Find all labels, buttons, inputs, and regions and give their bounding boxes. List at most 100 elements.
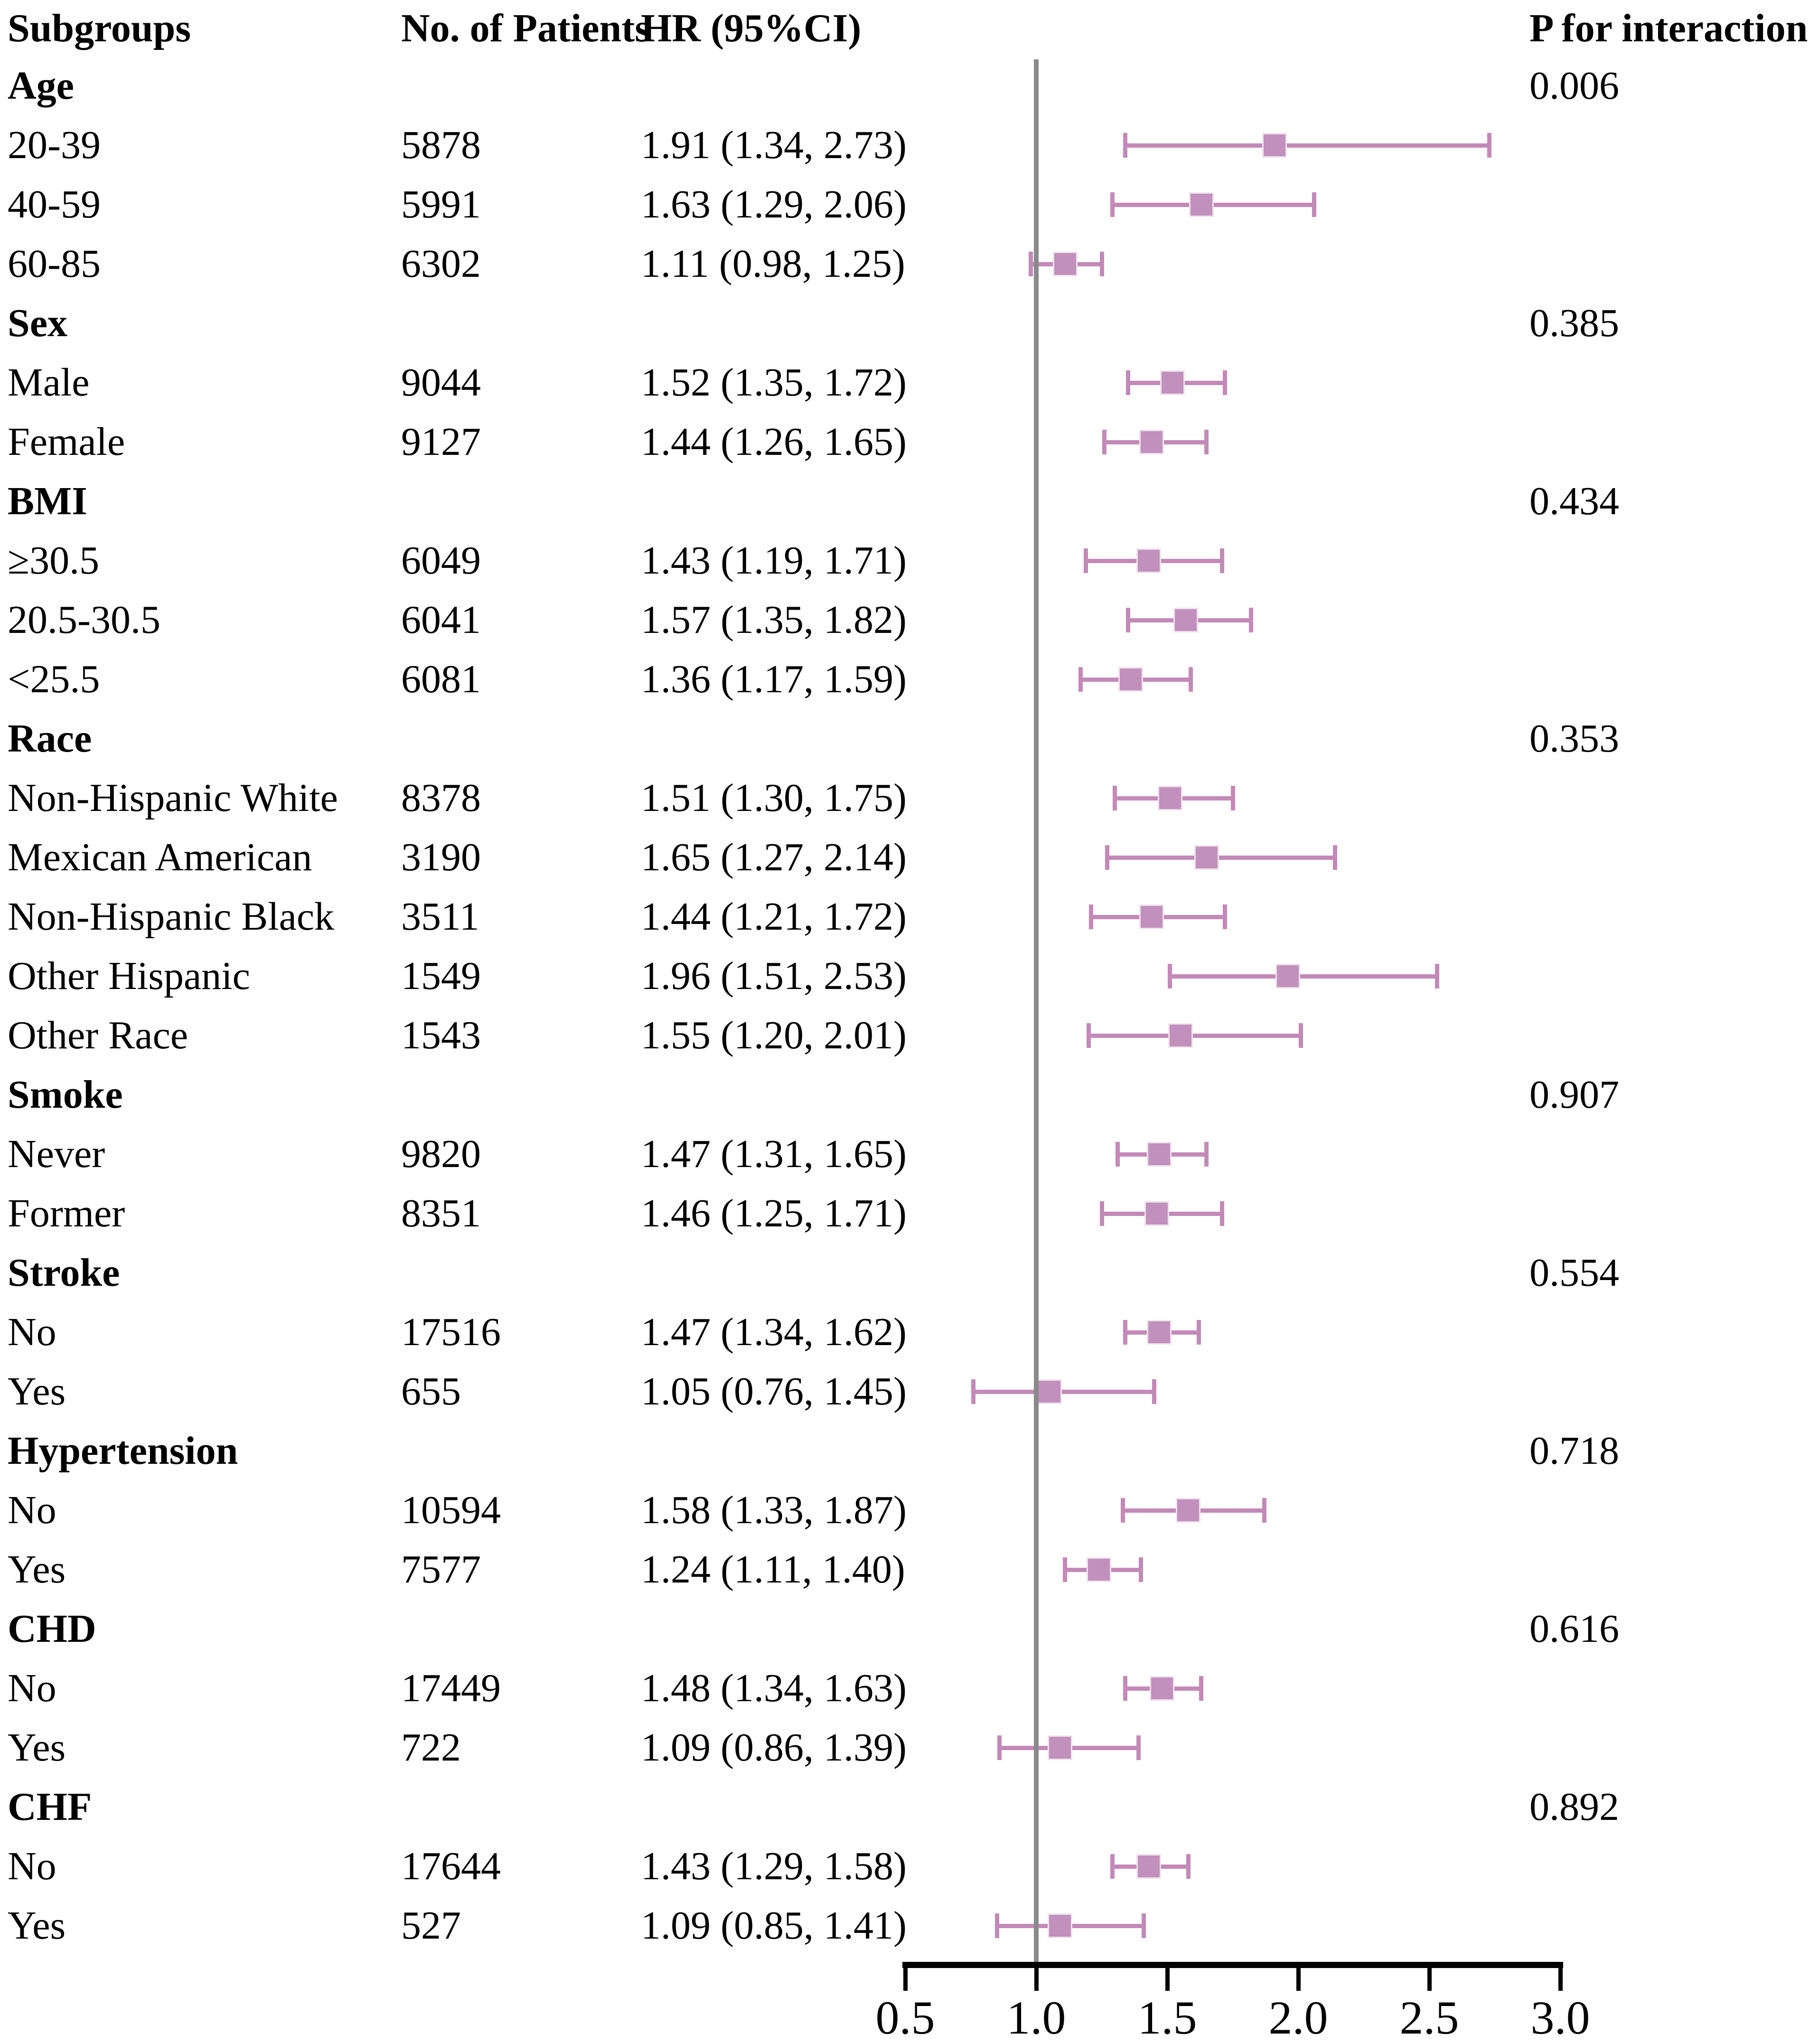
patient-count: 6081	[401, 657, 481, 701]
ci-marker	[1160, 370, 1185, 395]
patient-count: 17449	[401, 1666, 501, 1710]
patient-count: 9044	[401, 360, 481, 405]
hr-ci-text: 1.44 (1.26, 1.65)	[641, 420, 907, 464]
ci-cap-left	[1123, 1320, 1128, 1345]
ci-line	[1170, 974, 1437, 979]
p-interaction-value: 0.385	[1529, 301, 1619, 345]
ci-cap-right	[1230, 786, 1235, 810]
subgroup-label: Never	[8, 1132, 105, 1176]
group-label: Race	[8, 716, 92, 761]
hr-ci-text: 1.51 (1.30, 1.75)	[641, 776, 907, 820]
patient-count: 527	[401, 1903, 461, 1948]
ci-cap-left	[994, 1913, 999, 1938]
ci-cap-left	[1063, 1557, 1068, 1582]
ci-cap-right	[1220, 1201, 1225, 1226]
patient-count: 5991	[401, 182, 481, 226]
subgroup-label: 20.5-30.5	[8, 598, 160, 642]
ci-cap-left	[1113, 786, 1117, 810]
ci-cap-left	[1125, 370, 1130, 395]
subgroup-label: ≥30.5	[8, 538, 100, 583]
ci-marker	[1037, 1379, 1062, 1404]
x-axis-tick-label: 2.0	[1268, 1991, 1328, 2044]
patient-count: 3190	[401, 835, 481, 879]
subgroup-label: Former	[8, 1191, 125, 1235]
ci-cap-left	[1084, 548, 1088, 573]
hr-ci-text: 1.46 (1.25, 1.71)	[641, 1191, 907, 1235]
ci-cap-right	[1220, 548, 1225, 573]
subgroup-label: Other Hispanic	[8, 954, 250, 998]
x-axis-tick	[1296, 1968, 1301, 1991]
ci-marker	[1157, 786, 1182, 810]
ci-marker	[1139, 430, 1164, 454]
ci-cap-right	[1204, 430, 1209, 454]
subgroup-label: No	[8, 1666, 56, 1710]
ci-cap-right	[1487, 133, 1492, 158]
ci-marker	[1136, 548, 1162, 573]
ci-cap-left	[1110, 1854, 1115, 1879]
ci-marker	[1176, 1498, 1201, 1523]
ci-cap-right	[1312, 192, 1316, 217]
ci-cap-right	[1204, 1142, 1209, 1167]
patient-count: 3511	[401, 895, 479, 939]
ci-cap-right	[1186, 1854, 1191, 1879]
hr-ci-text: 1.63 (1.29, 2.06)	[641, 182, 907, 226]
ci-cap-left	[997, 1735, 1002, 1760]
hr-ci-text: 1.57 (1.35, 1.82)	[641, 598, 907, 642]
ci-marker	[1147, 1142, 1172, 1167]
ci-cap-left	[1029, 252, 1033, 276]
ci-cap-left	[1099, 1201, 1104, 1226]
ci-marker	[1262, 133, 1287, 158]
patient-count: 6302	[401, 242, 481, 286]
ci-line	[1125, 143, 1490, 148]
ci-cap-right	[1222, 370, 1227, 395]
x-axis-tick-label: 1.5	[1137, 1991, 1197, 2044]
ci-marker	[1194, 845, 1219, 870]
patient-count: 5878	[401, 123, 481, 167]
subgroup-label: Male	[8, 360, 90, 405]
subgroup-label: 20-39	[8, 123, 101, 167]
patient-count: 17516	[401, 1310, 501, 1354]
group-label: BMI	[8, 479, 87, 523]
patient-count: 9127	[401, 420, 481, 464]
patient-count: 7577	[401, 1547, 481, 1592]
ci-marker	[1144, 1201, 1169, 1226]
x-axis-tick	[1558, 1968, 1563, 1991]
patient-count: 655	[401, 1369, 461, 1413]
patient-count: 722	[401, 1725, 461, 1770]
x-axis-tick	[1165, 1968, 1170, 1991]
hr-ci-text: 1.55 (1.20, 2.01)	[641, 1013, 907, 1057]
patient-count: 6049	[401, 538, 481, 583]
subgroup-label: Female	[8, 420, 125, 464]
column-header-hr: HR (95%CI)	[641, 6, 862, 50]
subgroup-label: No	[8, 1488, 56, 1532]
ci-cap-left	[971, 1379, 976, 1404]
hr-ci-text: 1.58 (1.33, 1.87)	[641, 1488, 907, 1532]
x-axis-tick	[1427, 1968, 1432, 1991]
ci-marker	[1139, 904, 1164, 929]
ci-marker	[1052, 252, 1078, 276]
ci-cap-right	[1262, 1498, 1266, 1523]
ci-line	[1107, 855, 1335, 860]
x-axis-tick-label: 3.0	[1530, 1991, 1590, 2044]
subgroup-label: Non-Hispanic Black	[8, 895, 335, 939]
column-header-p-interaction: P for interaction	[1529, 6, 1808, 50]
p-interaction-value: 0.434	[1529, 479, 1619, 523]
subgroup-label: <25.5	[8, 657, 100, 701]
ci-marker	[1173, 608, 1198, 632]
ci-cap-left	[1105, 845, 1109, 870]
patient-count: 8351	[401, 1191, 481, 1235]
patient-count: 9820	[401, 1132, 481, 1176]
subgroup-label: 60-85	[8, 242, 101, 286]
group-label: Smoke	[8, 1073, 123, 1117]
column-header-subgroups: Subgroups	[8, 6, 191, 50]
column-header-patients: No. of Patients	[401, 6, 650, 50]
x-axis-tick-label: 1.0	[1006, 1991, 1066, 2044]
subgroup-label: Yes	[8, 1725, 66, 1770]
group-label: Sex	[8, 301, 67, 345]
x-axis-tick	[903, 1968, 908, 1991]
ci-cap-left	[1168, 964, 1172, 989]
subgroup-label: Other Race	[8, 1013, 188, 1057]
ci-cap-right	[1152, 1379, 1156, 1404]
subgroup-label: Yes	[8, 1903, 66, 1948]
